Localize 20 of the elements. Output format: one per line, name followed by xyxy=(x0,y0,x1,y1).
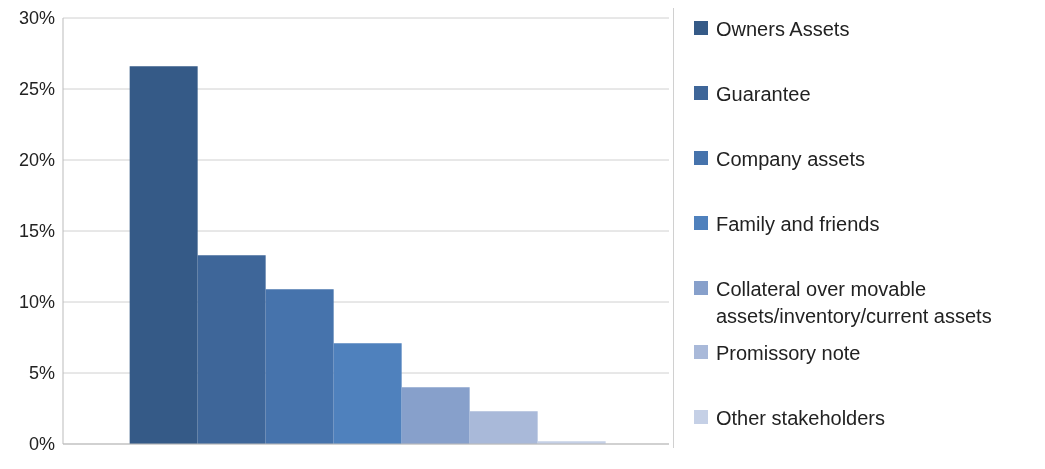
y-tick-label: 10% xyxy=(18,292,55,313)
y-tick-label: 25% xyxy=(18,79,55,100)
y-tick-label: 20% xyxy=(18,150,55,171)
bar xyxy=(401,387,470,444)
legend-label: Family and friends xyxy=(716,212,880,237)
y-tick-label: 15% xyxy=(18,221,55,242)
legend-label: Owners Assets xyxy=(716,17,850,42)
y-tick-label: 0% xyxy=(28,434,55,455)
legend-label: Promissory note xyxy=(716,341,861,366)
bar xyxy=(129,66,198,444)
bar xyxy=(469,411,538,444)
legend-label: Company assets xyxy=(716,147,865,172)
y-tick-label: 30% xyxy=(18,8,55,29)
legend-label: Guarantee xyxy=(716,82,811,107)
y-tick-label: 5% xyxy=(28,363,55,384)
legend-label: Collateral over movable assets/inventory/current assets xyxy=(716,277,993,329)
bar xyxy=(333,343,402,444)
legend-label: Other stakeholders xyxy=(716,406,885,431)
bar xyxy=(197,255,266,444)
bar xyxy=(265,289,334,444)
